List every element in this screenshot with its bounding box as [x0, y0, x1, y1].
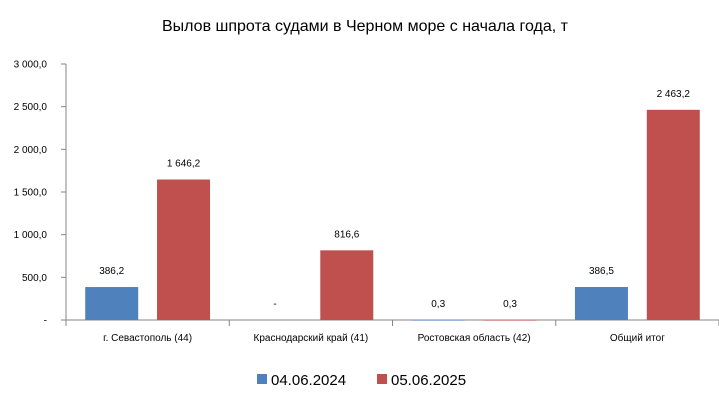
data-label: 386,2 [99, 266, 124, 277]
y-axis: - 500,0 1 000,0 1 500,0 2 000,0 2 500,0 3 000,… [14, 60, 67, 327]
data-label: 386,5 [589, 266, 614, 277]
legend-swatch [257, 374, 267, 384]
y-tick-label: 1 500,0 [14, 188, 48, 199]
data-label: 2 463,2 [657, 89, 691, 100]
data-label: - [273, 299, 276, 310]
x-axis: г. Севастополь (44) Краснодарский край (4… [65, 319, 719, 344]
legend-label: 05.06.2025 [391, 372, 466, 389]
bar-series-1 [85, 287, 139, 320]
y-tick-label: 2 500,0 [14, 102, 48, 113]
legend: 04.06.2024 05.06.2025 [257, 372, 466, 389]
data-label: 816,6 [334, 229, 359, 240]
plot-bars [85, 109, 700, 321]
bar-series-2 [320, 250, 374, 320]
bar-series-2 [646, 109, 700, 320]
y-tick-label: - [44, 316, 47, 327]
bar-series-2 [157, 179, 211, 320]
y-tick-label: 500,0 [22, 273, 47, 284]
bar-series-2 [483, 319, 537, 321]
chart-title: Вылов шпрота судами в Черном море с нача… [162, 18, 569, 35]
y-tick-label: 1 000,0 [14, 230, 48, 241]
bar-series-1 [411, 319, 465, 321]
data-label: 0,3 [431, 299, 445, 310]
bar-series-1 [574, 287, 628, 320]
data-labels: 386,2 - 0,3 386,5 1 646,2 816,6 0,3 2 463,2 [99, 89, 690, 310]
x-category-label: Общий итог [610, 332, 665, 344]
x-category-label: Краснодарский край (41) [254, 333, 369, 344]
data-label: 0,3 [503, 299, 517, 310]
legend-label: 04.06.2024 [271, 372, 346, 389]
x-category-label: г. Севастополь (44) [103, 333, 192, 344]
x-category-label: Ростовская область (42) [418, 332, 531, 344]
legend-swatch [377, 374, 387, 384]
y-tick-label: 2 000,0 [14, 145, 48, 156]
y-tick-label: 3 000,0 [14, 60, 48, 71]
data-label: 1 646,2 [167, 159, 201, 170]
